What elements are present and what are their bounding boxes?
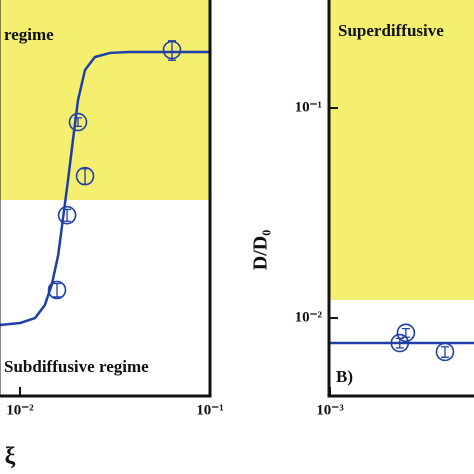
fit-line bbox=[0, 50, 210, 327]
annotation: regime bbox=[4, 25, 54, 44]
data-point bbox=[68, 112, 88, 132]
error-bar bbox=[52, 282, 61, 298]
data-point bbox=[57, 205, 77, 225]
data-point bbox=[435, 342, 455, 362]
data-point bbox=[47, 280, 67, 300]
shaded-region bbox=[0, 0, 210, 200]
plot-area bbox=[330, 0, 474, 362]
plot-frame bbox=[0, 0, 212, 398]
data-point bbox=[390, 333, 410, 353]
data-point bbox=[162, 40, 182, 60]
error-bar bbox=[63, 208, 72, 222]
annotation: B) bbox=[336, 367, 353, 386]
error-bar bbox=[74, 117, 83, 128]
data-point bbox=[75, 166, 95, 186]
y-axis-label: D/D₀ bbox=[250, 230, 272, 270]
data-point bbox=[396, 323, 416, 343]
shaded-region bbox=[330, 0, 474, 300]
y-tick-label: 10⁻² bbox=[295, 309, 323, 325]
x-tick-label: 10⁻² bbox=[6, 402, 34, 418]
plot-area bbox=[0, 0, 210, 327]
plot-frame bbox=[327, 0, 474, 398]
annotation: Subdiffusive regime bbox=[4, 357, 149, 376]
error-bar bbox=[401, 328, 410, 338]
y-tick-label: 10⁻¹ bbox=[295, 99, 322, 115]
x-tick-label: 10⁻³ bbox=[316, 402, 344, 418]
annotation: Superdiffusive bbox=[338, 21, 444, 40]
x-tick-label: 10⁻¹ bbox=[196, 402, 223, 418]
error-bar bbox=[440, 346, 449, 358]
x-axis-label: ξ bbox=[5, 444, 16, 470]
